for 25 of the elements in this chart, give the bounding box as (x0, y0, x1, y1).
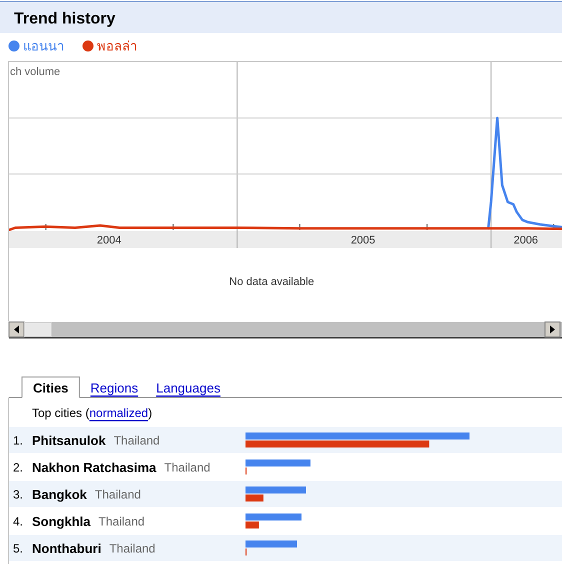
bar (246, 540, 298, 548)
y-tick-label: 1. Phitsanulok Thailand (13, 433, 160, 448)
chart-title: Trend history (14, 10, 116, 28)
y-tick-label: 4. Songkhla Thailand (13, 514, 145, 529)
bar (246, 432, 470, 440)
bar (246, 440, 430, 448)
bar (246, 486, 306, 494)
y-tick-label: 3. Bangkok Thailand (13, 487, 141, 502)
legend-label: พอลล่า (97, 38, 137, 54)
x-tick-label: 2004 (96, 234, 122, 246)
tab: Cities (22, 376, 80, 398)
bar (246, 460, 310, 466)
text: Regions (90, 380, 139, 396)
bar (246, 514, 302, 520)
text: No data available (229, 276, 314, 288)
y-tick-label: 2. Nakhon Ratchasima Thailand (13, 460, 210, 475)
text: Top cities (normalized) (32, 406, 152, 420)
y-axis-title: ch volume (10, 66, 60, 78)
x-tick-label: 2006 (514, 234, 538, 246)
y-tick-label: 5. Nonthaburi Thailand (13, 541, 156, 556)
x-tick-label: 2005 (350, 234, 376, 246)
text: Languages (156, 380, 221, 396)
legend-label: แอนนา (23, 38, 64, 54)
bar (246, 522, 259, 528)
bar (246, 494, 264, 502)
